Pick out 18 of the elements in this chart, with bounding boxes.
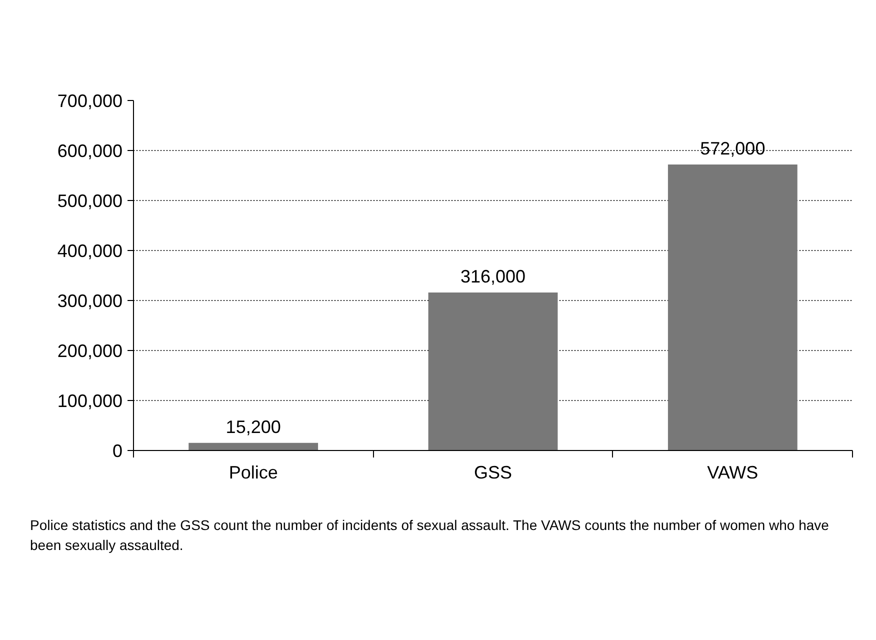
y-tick-label: 600,000	[57, 141, 123, 161]
y-tick-label: 0	[112, 441, 123, 461]
y-tick-label: 500,000	[57, 191, 123, 211]
x-tick-label: VAWS	[707, 462, 758, 482]
x-tick-label: Police	[228, 462, 278, 482]
y-tick-label: 700,000	[57, 91, 123, 111]
y-tick-label: 100,000	[57, 391, 123, 411]
bar	[428, 292, 558, 450]
y-tick-label: 200,000	[57, 341, 123, 361]
bar	[188, 442, 318, 450]
data-label: 316,000	[460, 266, 526, 286]
data-label: 572,000	[700, 138, 766, 158]
y-tick-label: 400,000	[57, 241, 123, 261]
y-tick-label: 300,000	[57, 291, 123, 311]
x-tick-label: GSS	[474, 462, 512, 482]
text: Police statistics and the GSS count the number of incidents of sexual assault. The VAWS counts the number of women who have been sexually assaulted.	[30, 516, 830, 555]
data-label: 15,200	[226, 416, 281, 437]
bar	[668, 164, 798, 450]
